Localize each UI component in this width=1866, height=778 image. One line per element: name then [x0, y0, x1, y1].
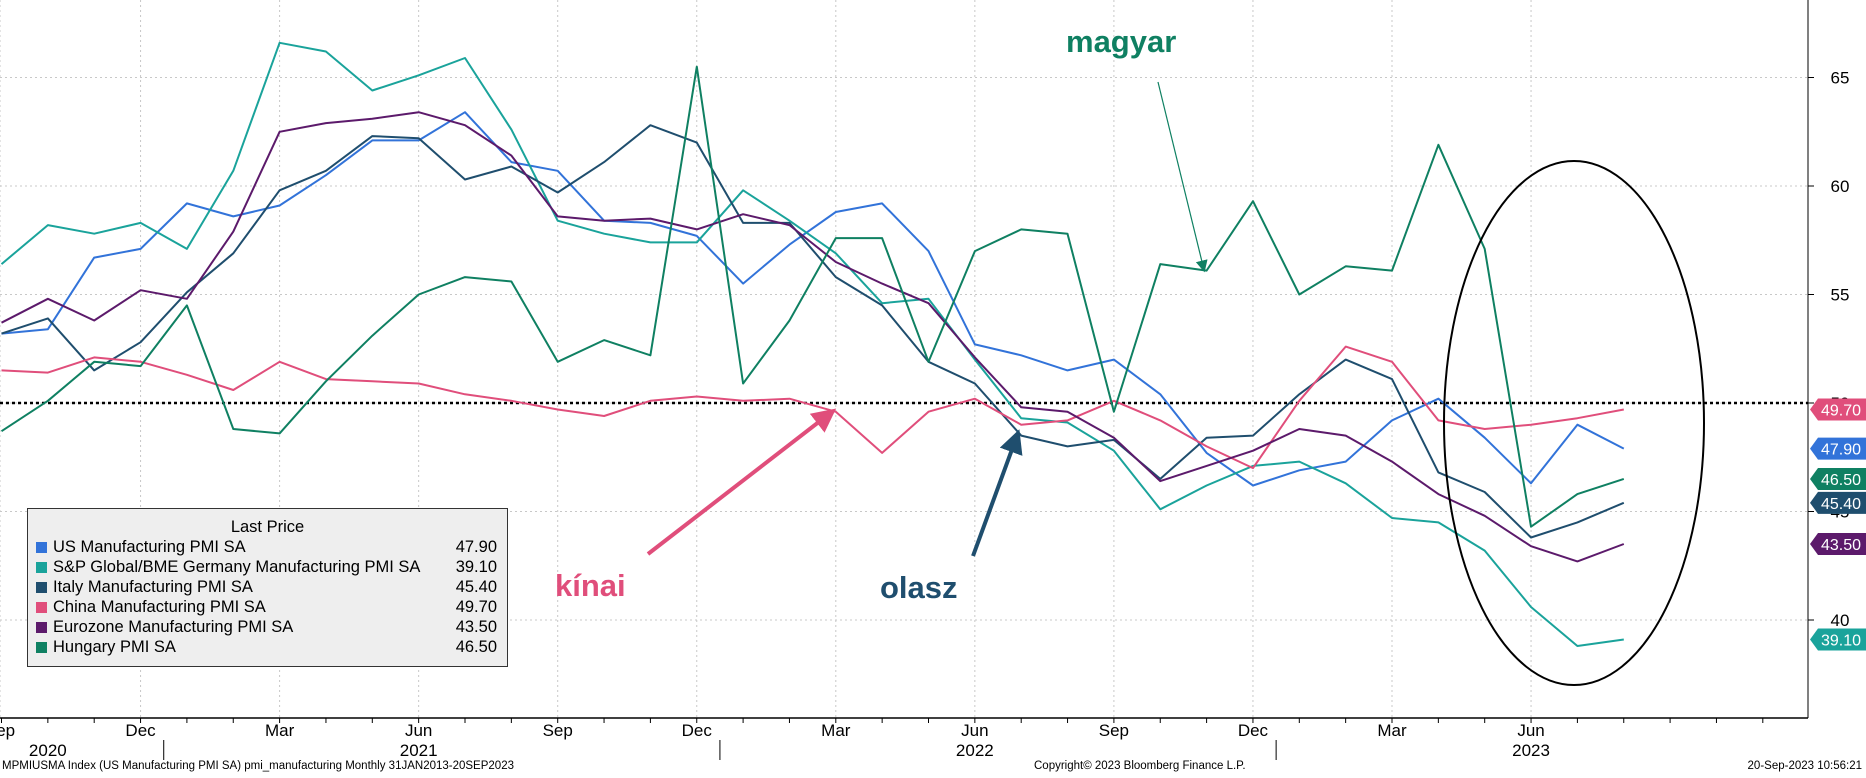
legend-item: China Manufacturing PMI SA 49.70: [28, 597, 507, 617]
x-year-label: 2020: [29, 741, 67, 760]
y-tick-label: 65: [1831, 69, 1850, 88]
kinai-arrow: [646, 408, 837, 556]
legend-name: China Manufacturing PMI SA: [53, 597, 266, 616]
legend-item: S&P Global/BME Germany Manufacturing PMI…: [28, 557, 507, 577]
x-axis: Dec Mar Jun Sep Dec Mar Jun Sep Dec Mar Jun Sep 2020…: [0, 717, 1808, 760]
last-value-tags: 47.90 39.10 45.40 49.70 43.50 46.50: [1810, 398, 1866, 651]
x-year-label: 2021: [400, 741, 438, 760]
x-tick-label: Jun: [961, 721, 988, 740]
legend-name: Hungary PMI SA: [53, 637, 176, 656]
last-value-tag: 43.50: [1810, 533, 1866, 556]
last-value-tag: 47.90: [1810, 437, 1866, 460]
legend-value: 49.70: [455, 597, 497, 616]
y-tick-label: 60: [1831, 177, 1850, 196]
x-year-label: 2022: [956, 741, 994, 760]
x-tick-label: Jun: [1517, 721, 1544, 740]
x-tick-label: Dec: [125, 721, 156, 740]
legend-name: Eurozone Manufacturing PMI SA: [53, 617, 294, 636]
last-value-tag: 45.40: [1810, 491, 1866, 514]
legend-swatch: [36, 621, 47, 633]
annotation-arrows: [646, 81, 1208, 557]
legend-swatch: [36, 581, 47, 593]
x-tick-label: Mar: [265, 721, 295, 740]
legend-name: Italy Manufacturing PMI SA: [53, 577, 253, 596]
legend-swatch: [36, 641, 47, 653]
annotation-kinai: kínai: [555, 568, 626, 603]
legend-swatch: [36, 561, 47, 573]
series-line: [1, 124, 1625, 539]
series-lines: [0, 41, 1625, 647]
legend-value: 39.10: [455, 557, 497, 576]
last-value-tag: 46.50: [1810, 467, 1866, 490]
legend-title: Last Price: [230, 518, 305, 536]
magyar-arrow: [1157, 81, 1208, 273]
legend: Last Price US Manufacturing PMI SA 47.90…: [27, 508, 508, 667]
series-line: [0, 41, 1624, 647]
legend-value: 46.50: [455, 637, 497, 656]
x-tick-label: Dec: [682, 721, 713, 740]
last-value-label: 47.90: [1821, 442, 1861, 459]
last-value-label: 49.70: [1821, 403, 1861, 420]
highlight-ellipse: [1443, 160, 1705, 686]
last-value-label: 39.10: [1821, 633, 1861, 650]
y-axis: 404550556065: [1807, 0, 1850, 718]
olasz-arrow: [971, 429, 1023, 557]
series-line: [0, 65, 1625, 528]
legend-swatch: [36, 541, 47, 553]
series-line: [1, 111, 1625, 563]
legend-item: Hungary PMI SA 46.50: [28, 637, 507, 657]
y-tick-label: 55: [1831, 286, 1850, 305]
annotation-olasz: olasz: [880, 570, 958, 605]
last-value-tag: 49.70: [1810, 398, 1866, 421]
legend-item: Eurozone Manufacturing PMI SA 43.50: [28, 617, 507, 637]
x-tick-label: Mar: [821, 721, 851, 740]
last-value-label: 45.40: [1821, 496, 1861, 513]
x-tick-label: Jun: [405, 721, 432, 740]
y-tick-label: 40: [1831, 611, 1850, 630]
series-line: [1, 345, 1624, 470]
footer-source: MPMIUSMA Index (US Manufacturing PMI SA)…: [2, 760, 514, 772]
legend-item: Italy Manufacturing PMI SA 45.40: [28, 577, 507, 597]
x-tick-label: Sep: [0, 721, 15, 740]
legend-item: US Manufacturing PMI SA 47.90: [28, 537, 507, 557]
x-year-label: 2023: [1512, 741, 1550, 760]
footer-timestamp: 20-Sep-2023 10:56:21: [1747, 760, 1862, 772]
x-tick-label: Mar: [1377, 721, 1407, 740]
last-value-label: 43.50: [1821, 537, 1861, 554]
x-tick-label: Sep: [543, 721, 573, 740]
annotation-magyar: magyar: [1066, 24, 1176, 59]
legend-value: 47.90: [455, 537, 497, 556]
legend-value: 45.40: [455, 577, 497, 596]
x-tick-label: Dec: [1238, 721, 1269, 740]
legend-name: US Manufacturing PMI SA: [53, 537, 246, 556]
last-value-label: 46.50: [1821, 472, 1861, 489]
x-tick-label: Sep: [1099, 721, 1129, 740]
legend-value: 43.50: [455, 617, 497, 636]
footer-copyright: Copyright© 2023 Bloomberg Finance L.P.: [1034, 760, 1246, 772]
legend-swatch: [36, 601, 47, 613]
series-line: [1, 111, 1625, 487]
legend-name: S&P Global/BME Germany Manufacturing PMI…: [53, 557, 421, 576]
last-value-tag: 39.10: [1810, 628, 1866, 651]
